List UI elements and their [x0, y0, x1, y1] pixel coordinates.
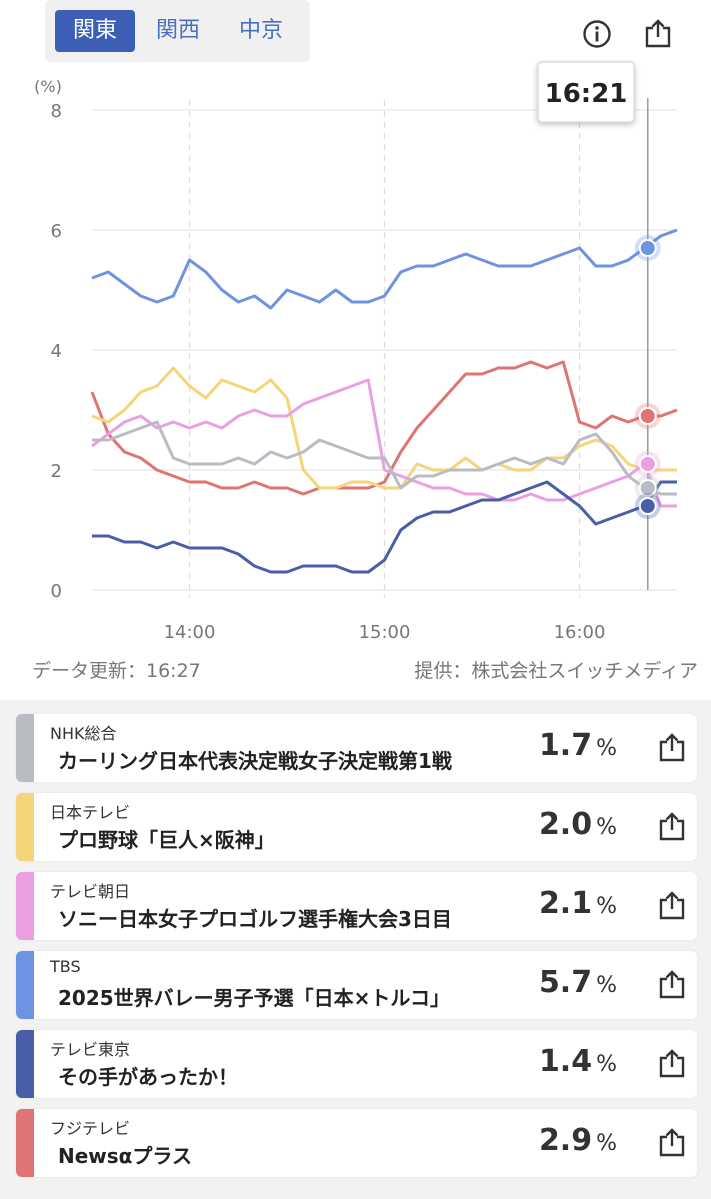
program-title: Newsαプラス — [58, 1144, 193, 1168]
rating-value: 1.7% — [538, 728, 617, 763]
channel-color-bar — [16, 793, 34, 861]
tab-kansai[interactable]: 関西 — [155, 18, 200, 43]
cursor-tooltip: 16:21 — [537, 61, 635, 123]
program-title: ソニー日本女子プロゴルフ選手権大会3日目 — [58, 907, 452, 931]
series-line — [91, 378, 677, 508]
data-point-marker — [638, 479, 657, 497]
tab-kanto[interactable]: 関東 — [55, 10, 135, 52]
channel-name: NHK総合 — [50, 724, 117, 743]
channel-color-bar — [16, 951, 34, 1019]
rating-value: 5.7% — [538, 965, 617, 1000]
share-button[interactable] — [638, 14, 678, 54]
channel-card[interactable]: TBS 2025世界バレー男子予選「日本×トルコ」 5.7% — [16, 951, 697, 1019]
x-tick-label: 15:00 — [359, 622, 411, 643]
channel-color-bar — [16, 1030, 34, 1098]
channel-color-bar — [16, 1109, 34, 1177]
rating-value: 2.9% — [538, 1123, 617, 1158]
share-icon — [659, 733, 685, 762]
channel-card[interactable]: 日本テレビ プロ野球「巨人×阪神」 2.0% — [16, 793, 697, 861]
y-tick-label: 8 — [51, 101, 62, 122]
data-point-marker — [638, 455, 657, 473]
ratings-chart: 0 2 4 6 8 (%) 14:00 15:00 16:00 16:21 — [34, 61, 678, 643]
data-point-marker — [638, 407, 657, 425]
share-button[interactable] — [653, 966, 691, 1004]
share-icon — [659, 1049, 685, 1078]
rating-value: 2.0% — [538, 807, 617, 842]
y-axis-label: (%) — [34, 77, 62, 96]
share-icon — [659, 812, 685, 841]
tab-chukyo[interactable]: 中京 — [238, 18, 283, 43]
info-button[interactable] — [577, 14, 617, 54]
y-tick-label: 0 — [51, 581, 62, 602]
channel-color-bar — [16, 872, 34, 940]
share-icon — [659, 1128, 685, 1157]
program-title: カーリング日本代表決定戦女子決定戦第1戦 — [58, 749, 452, 773]
program-title: その手があったか！ — [58, 1065, 238, 1089]
y-tick-label: 2 — [51, 461, 62, 482]
series-line — [91, 366, 677, 490]
channel-name: テレビ朝日 — [50, 882, 131, 901]
tooltip-time: 16:21 — [545, 79, 628, 109]
series-line — [92, 480, 677, 574]
info-icon — [583, 20, 611, 48]
share-button[interactable] — [653, 808, 691, 846]
y-tick-label: 6 — [51, 221, 62, 242]
x-tick-label: 16:00 — [554, 622, 606, 643]
channel-name: フジテレビ — [50, 1119, 131, 1138]
rating-value: 1.4% — [538, 1044, 617, 1079]
channel-card[interactable]: NHK総合 カーリング日本代表決定戦女子決定戦第1戦 1.7% — [16, 714, 697, 782]
share-button[interactable] — [653, 887, 691, 925]
share-icon — [645, 19, 671, 48]
data-updated: データ更新：16:27 — [32, 660, 201, 682]
channel-card[interactable]: テレビ東京 その手があったか！ 1.4% — [16, 1030, 697, 1098]
series-line — [90, 360, 678, 496]
share-button[interactable] — [653, 1045, 691, 1083]
data-point-marker — [638, 239, 657, 257]
y-tick-label: 4 — [51, 341, 62, 362]
rating-value: 2.1% — [538, 886, 617, 921]
data-provider: 提供：株式会社スイッチメディア — [414, 660, 698, 682]
region-tabs: 関東 関西 中京 — [45, 0, 310, 62]
channel-name: テレビ東京 — [50, 1040, 131, 1059]
channel-name: 日本テレビ — [50, 803, 131, 822]
channel-card[interactable]: テレビ朝日 ソニー日本女子プロゴルフ選手権大会3日目 2.1% — [16, 872, 697, 940]
share-icon — [659, 970, 685, 999]
data-point-marker — [638, 497, 657, 515]
share-icon — [659, 891, 685, 920]
x-tick-label: 14:00 — [164, 622, 216, 643]
series-line — [91, 228, 678, 310]
channel-card[interactable]: フジテレビ Newsαプラス 2.9% — [16, 1109, 697, 1177]
program-title: 2025世界バレー男子予選「日本×トルコ」 — [58, 986, 451, 1010]
channel-color-bar — [16, 714, 34, 782]
channel-name: TBS — [50, 957, 81, 976]
share-button[interactable] — [653, 1124, 691, 1162]
share-button[interactable] — [653, 729, 691, 767]
tooltip-box — [537, 61, 635, 123]
program-title: プロ野球「巨人×阪神」 — [58, 828, 275, 852]
series-line — [92, 420, 677, 496]
